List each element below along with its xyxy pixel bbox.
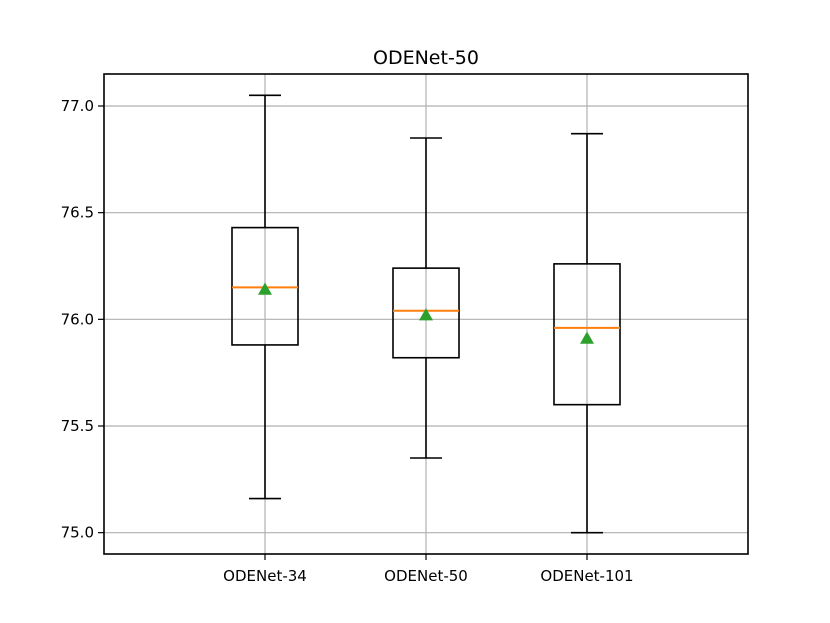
iqr-box [553,263,621,406]
x-tick-label: ODENet-50 [384,567,468,585]
box-group [231,94,299,500]
mean-marker [580,331,594,344]
boxes [231,94,621,534]
y-tick-label: 75.5 [61,417,94,435]
ticks: 75.0 75.5 76.0 76.5 77.0 ODENet-34 ODENet-50 OD… [61,97,634,585]
mean-marker [419,308,433,321]
box-group [553,132,621,534]
iqr-box [231,226,299,346]
iqr-box [392,267,460,359]
box-group [392,137,460,459]
mean-marker [258,282,272,295]
y-tick-label: 75.0 [61,524,94,542]
chart-title: ODENet-50 [373,47,479,69]
y-tick-label: 77.0 [61,97,94,115]
x-tick-label: ODENet-101 [540,567,633,585]
x-tick-label: ODENet-34 [223,567,307,585]
y-tick-label: 76.5 [61,204,94,222]
y-tick-label: 76.0 [61,310,94,328]
